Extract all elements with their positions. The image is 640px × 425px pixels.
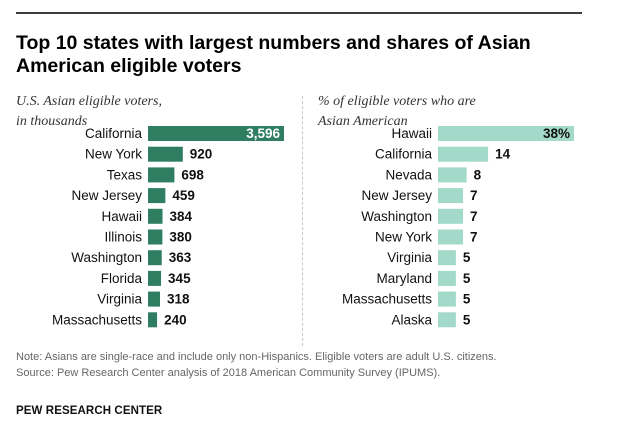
bar [438,167,467,183]
category-label: Alaska [391,312,432,327]
bar [148,167,175,183]
category-label: Hawaii [101,209,142,224]
bar [148,250,162,266]
bar [438,208,464,224]
value-label: 459 [172,188,195,203]
category-label: California [375,147,433,162]
footnotes: Note: Asians are single-race and include… [16,350,616,381]
category-label: New York [85,147,142,162]
category-label: California [85,126,143,141]
bar [438,126,574,141]
value-label: 7 [470,230,478,245]
pew-research-center-logo: PEW RESEARCH CENTER [16,405,163,417]
eligible-voters-bar-chart: California 3,596 New York 920 Texas 698 New Je… [52,126,284,328]
value-label: 345 [168,271,191,286]
value-label: 920 [190,147,213,162]
bar [148,229,163,245]
category-label: Nevada [385,167,432,182]
bar [438,250,456,266]
bar [438,229,464,245]
value-label: 5 [463,292,471,307]
chart-title: Top 10 states with largest numbers and s… [16,32,531,77]
value-label: 7 [470,209,478,224]
value-label: 240 [164,312,187,327]
category-label: New Jersey [71,188,142,203]
bar [148,188,166,204]
bar [148,312,158,328]
panel-divider [302,96,303,346]
bar [438,188,464,204]
value-label: 384 [170,209,193,224]
bar [438,291,456,307]
bar [148,208,163,224]
category-label: Maryland [376,271,432,286]
value-label: 318 [167,292,190,307]
top-rule [16,12,582,14]
bar [148,270,162,286]
category-label: Virginia [97,292,142,307]
value-label: 38% [543,126,570,141]
bar [148,146,183,162]
value-label: 5 [463,312,471,327]
bar [148,291,161,307]
bar [148,126,284,141]
category-label: New Jersey [361,188,432,203]
value-label: 698 [181,167,204,182]
value-label: 8 [474,167,482,182]
value-label: 363 [169,250,192,265]
category-label: Virginia [387,250,432,265]
category-label: Washington [361,209,432,224]
value-label: 5 [463,271,471,286]
bar [438,270,456,286]
value-label: 3,596 [246,126,280,141]
value-label: 7 [470,188,478,203]
note-text: Note: Asians are single-race and include… [16,351,497,363]
category-label: Massachusetts [342,292,432,307]
value-label: 14 [495,147,511,162]
bar [438,146,489,162]
right-chart-subtitle: % of eligible voters who are Asian Ameri… [318,94,476,129]
category-label: Florida [101,271,143,286]
category-label: Massachusetts [52,312,142,327]
category-label: Texas [107,167,143,182]
source-text: Source: Pew Research Center analysis of … [16,366,441,379]
category-label: Washington [71,250,142,265]
left-chart-subtitle: U.S. Asian eligible voters, in thousands [16,94,162,129]
share-of-voters-bar-chart: Hawaii 38% California 14 Nevada 8 New Jersey 7 W… [342,126,574,328]
category-label: Hawaii [391,126,432,141]
category-label: New York [375,230,432,245]
value-label: 5 [463,250,471,265]
category-label: Illinois [104,230,142,245]
bar [438,312,456,328]
value-label: 380 [169,230,192,245]
